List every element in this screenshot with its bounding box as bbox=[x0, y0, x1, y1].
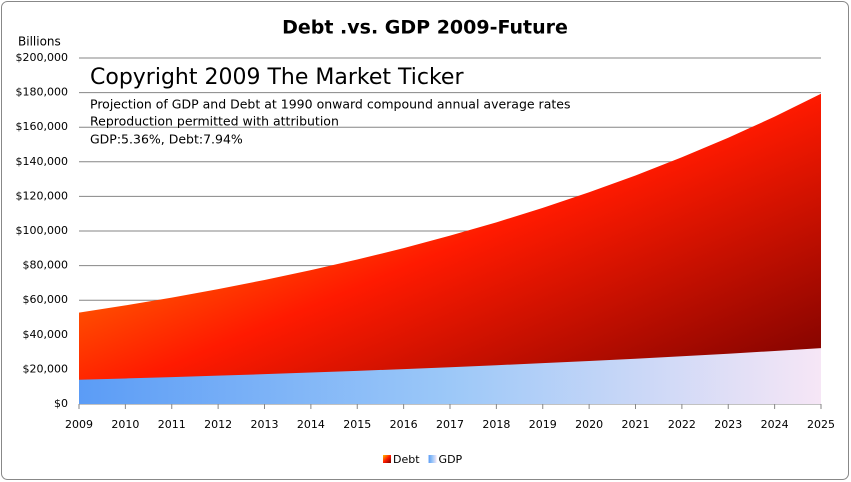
legend-label: Debt bbox=[393, 453, 420, 466]
y-tick-label: $60,000 bbox=[23, 293, 69, 306]
y-tick-label: $180,000 bbox=[16, 86, 69, 99]
annotation: Projection of GDP and Debt at 1990 onwar… bbox=[90, 97, 570, 112]
y-axis-label: Billions bbox=[18, 35, 61, 49]
x-tick-label: 2018 bbox=[482, 418, 510, 431]
y-tick-label: $140,000 bbox=[16, 155, 69, 168]
x-tick-label: 2010 bbox=[111, 418, 139, 431]
y-tick-label: $200,000 bbox=[16, 51, 69, 64]
area bbox=[79, 93, 821, 404]
x-tick-label: 2021 bbox=[622, 418, 650, 431]
chart-title: Debt .vs. GDP 2009-Future bbox=[282, 17, 568, 39]
x-tick-label: 2011 bbox=[158, 418, 186, 431]
legend-swatch bbox=[383, 455, 391, 463]
legend-swatch bbox=[428, 455, 437, 463]
y-tick-label: $40,000 bbox=[23, 328, 69, 341]
y-tick-label: $120,000 bbox=[16, 189, 69, 202]
x-tick-label: 2012 bbox=[204, 418, 232, 431]
x-tick-label: 2020 bbox=[575, 418, 603, 431]
annotation: Reproduction permitted with attribution bbox=[90, 114, 339, 129]
x-tick-label: 2013 bbox=[251, 418, 279, 431]
annotation: GDP:5.36%, Debt:7.94% bbox=[90, 132, 243, 147]
y-tick-label: $80,000 bbox=[23, 259, 69, 272]
x-tick-label: 2016 bbox=[390, 418, 418, 431]
area bbox=[79, 348, 821, 404]
x-tick-label: 2017 bbox=[436, 418, 464, 431]
x-tick-label: 2024 bbox=[761, 418, 789, 431]
x-tick-label: 2014 bbox=[297, 418, 325, 431]
x-tick-label: 2022 bbox=[668, 418, 696, 431]
legend-label: GDP bbox=[439, 453, 463, 466]
annotation: Copyright 2009 The Market Ticker bbox=[90, 65, 464, 90]
y-tick-label: $0 bbox=[54, 397, 68, 410]
x-tick-label: 2023 bbox=[714, 418, 742, 431]
y-tick-label: $100,000 bbox=[16, 224, 69, 237]
x-tick-label: 2025 bbox=[807, 418, 835, 431]
x-tick-label: 2015 bbox=[343, 418, 371, 431]
x-tick-label: 2019 bbox=[529, 418, 557, 431]
y-tick-label: $160,000 bbox=[16, 120, 69, 133]
y-tick-label: $20,000 bbox=[23, 362, 69, 375]
x-tick-label: 2009 bbox=[65, 418, 93, 431]
